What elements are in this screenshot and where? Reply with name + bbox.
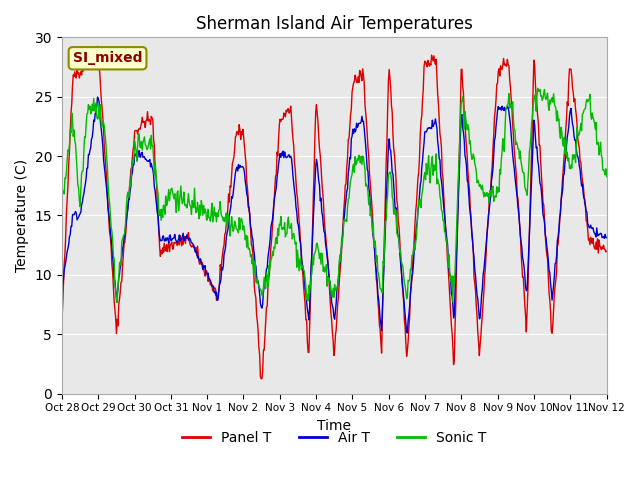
Panel T	[68, 101, 76, 107]
Air T	[68, 224, 76, 229]
Panel T	[418, 113, 426, 119]
Y-axis label: Temperature (C): Temperature (C)	[15, 159, 29, 272]
X-axis label: Time: Time	[317, 419, 351, 433]
Sonic T	[58, 197, 66, 203]
Air T	[209, 284, 216, 289]
Panel T	[125, 198, 132, 204]
Sonic T	[401, 284, 409, 289]
Line: Panel T: Panel T	[62, 47, 607, 379]
Sonic T	[417, 205, 425, 211]
Line: Air T: Air T	[62, 97, 607, 333]
Air T	[58, 283, 66, 289]
Panel T	[93, 44, 101, 49]
Air T	[93, 94, 101, 100]
Sonic T	[209, 219, 216, 225]
Panel T	[209, 288, 216, 294]
Panel T	[402, 340, 410, 346]
Air T	[603, 235, 611, 240]
Air T	[404, 330, 412, 336]
Sonic T	[68, 110, 76, 116]
Sonic T	[180, 189, 188, 195]
Sonic T	[125, 195, 132, 201]
Sonic T	[534, 85, 541, 91]
Panel T	[58, 318, 66, 324]
Air T	[125, 197, 132, 203]
Panel T	[257, 376, 265, 382]
Panel T	[180, 235, 188, 241]
Title: Sherman Island Air Temperatures: Sherman Island Air Temperatures	[196, 15, 473, 33]
Air T	[180, 238, 188, 243]
Air T	[418, 165, 426, 171]
Sonic T	[603, 174, 611, 180]
Legend: Panel T, Air T, Sonic T: Panel T, Air T, Sonic T	[176, 426, 492, 451]
Air T	[401, 312, 409, 317]
Panel T	[603, 249, 611, 254]
Line: Sonic T: Sonic T	[62, 88, 607, 302]
Text: SI_mixed: SI_mixed	[73, 51, 142, 65]
Sonic T	[113, 300, 121, 305]
